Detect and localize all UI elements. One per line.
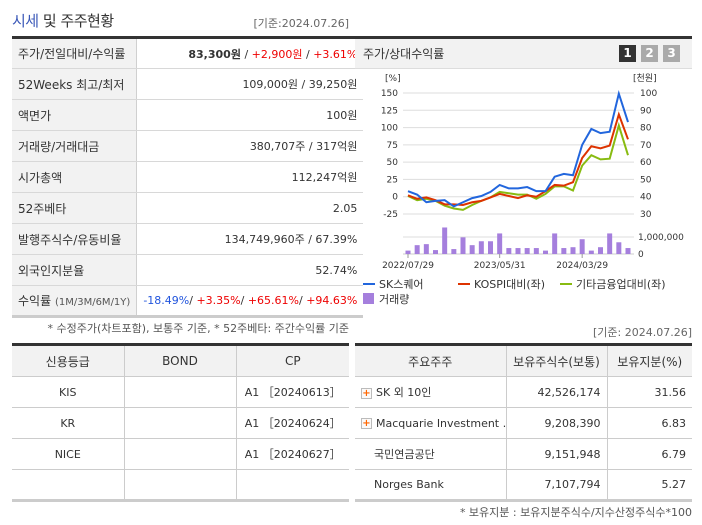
volume-bar <box>497 233 503 254</box>
left-axis-label: [%] <box>385 74 401 84</box>
right-tick-label: 30 <box>640 210 652 220</box>
legend-swatch <box>363 293 374 304</box>
table-row: 수익률 (1M/3M/6M/1Y) -18.49%/ +3.35%/ +65.61… <box>12 285 364 318</box>
left-tick-label: -25 <box>383 210 398 220</box>
volume-bar <box>423 244 429 254</box>
volume-bar <box>469 245 475 254</box>
legend-label: 거래량 <box>379 293 409 306</box>
volume-bar <box>607 233 613 254</box>
left-tick-label: 25 <box>387 175 398 185</box>
quote-table: 주가/전일대비/수익률 83,300원 / +2,900원 / +3.61% 52… <box>12 36 364 318</box>
volume-bar <box>515 248 521 254</box>
table-row: + SK 외 10인 42,526,174 31.56 <box>355 376 692 408</box>
table-row: 발행주식수/유동비율 134,749,960주 / 67.39% <box>12 223 364 255</box>
volume-bar <box>543 250 548 254</box>
x-tick-label: 2024/03/29 <box>556 261 608 271</box>
volume-bar <box>616 242 622 254</box>
expand-icon[interactable]: + <box>361 387 372 399</box>
series-line-KOSPI대비(좌) <box>407 111 629 207</box>
table-row: KIS A1 ［20240613］ <box>12 376 349 408</box>
series-line-기타금융업대비(좌) <box>407 121 629 211</box>
volume-bar <box>488 241 493 254</box>
left-tick-label: 100 <box>381 124 398 134</box>
table-row: KR A1 ［20240624］ <box>12 407 349 439</box>
table-row: 거래량/거래대금 380,707주 / 317억원 <box>12 130 364 162</box>
volume-bar <box>460 237 466 254</box>
legend-label: 기타금융업대비(좌) <box>576 278 666 291</box>
legend-label: SK스퀘어 <box>379 278 424 291</box>
quote-note: * 수정주가(차트포함), 보통주 기준, * 52주베타: 주간수익률 기준 <box>47 322 349 335</box>
right-tick-label: 90 <box>640 106 652 116</box>
volume-bar <box>442 227 448 254</box>
volume-tick-label: 0 <box>638 250 644 260</box>
right-tick-label: 100 <box>640 89 657 99</box>
right-tick-label: 60 <box>640 158 652 168</box>
right-tick-label: 50 <box>640 175 652 185</box>
volume-bar <box>533 248 539 254</box>
volume-bar <box>405 250 411 254</box>
volume-bar <box>588 250 594 254</box>
left-tick-label: 75 <box>387 141 398 151</box>
volume-bar <box>625 248 631 254</box>
legend-label: KOSPI대비(좌) <box>474 278 545 291</box>
volume-bar <box>433 250 438 254</box>
series-line-SK스퀘어 <box>407 90 629 208</box>
left-tick-label: 125 <box>381 106 398 116</box>
table-row: 시가총액 112,247억원 <box>12 161 364 193</box>
volume-tick-label: 1,000,000 <box>638 233 684 243</box>
table-row: 국민연금공단 9,151,948 6.79 <box>355 438 692 470</box>
expand-icon[interactable]: + <box>361 418 372 429</box>
table-row: 액면가 100원 <box>12 99 364 131</box>
table-row: 외국인지분율 52.74% <box>12 254 364 286</box>
right-tick-label: 40 <box>640 193 652 203</box>
volume-bar <box>506 248 512 254</box>
price: 83,300원 <box>188 47 241 61</box>
chart-title: 주가/상대수익률 <box>363 47 445 61</box>
volume-bar <box>598 247 603 254</box>
credit-rating-table: 신용등급 BOND CP KIS A1 ［20240613］ KR A1 ［202406… <box>12 343 349 502</box>
table-row <box>12 469 349 502</box>
x-tick-label: 2023/05/31 <box>474 261 526 271</box>
right-axis-label: [천원] <box>633 73 657 84</box>
as-of-date: [기준:2024.07.26] <box>253 17 349 30</box>
left-tick-label: 150 <box>381 89 398 99</box>
table-row: + Macquarie Investment … 9,208,390 6.83 <box>355 407 692 439</box>
volume-bar <box>478 241 484 254</box>
table-row: 주가/전일대비/수익률 83,300원 / +2,900원 / +3.61% <box>12 37 364 69</box>
right-tick-label: 70 <box>640 141 652 151</box>
x-tick-label: 2022/07/29 <box>382 261 434 271</box>
table-row: 52Weeks 최고/최저 109,000원 / 39,250원 <box>12 68 364 100</box>
volume-bar <box>552 233 558 254</box>
holders-as-of: [기준: 2024.07.26] <box>592 326 692 339</box>
volume-bar <box>451 249 457 254</box>
volume-bar <box>414 245 420 254</box>
section-title: 시세 및 주주현황 <box>12 12 114 30</box>
table-row: Norges Bank 7,107,794 5.27 <box>355 469 692 502</box>
shareholders-table: 주요주주 보유주식수(보통) 보유지분(%) + SK 외 10인 42,526,174… <box>355 343 692 502</box>
table-row: NICE A1 ［20240627］ <box>12 438 349 470</box>
volume-bar <box>579 239 585 254</box>
page-2-button[interactable]: 2 <box>641 45 658 62</box>
volume-bar <box>561 248 567 254</box>
price-chart: [%] [천원] 150 100 125 90 100 80 75 70 50 60 25 50 0 40 -2… <box>363 73 684 306</box>
page-1-button[interactable]: 1 <box>619 45 636 62</box>
right-tick-label: 80 <box>640 124 652 134</box>
left-tick-label: 50 <box>387 158 399 168</box>
left-tick-label: 0 <box>392 193 398 203</box>
volume-bar <box>570 247 576 254</box>
table-row: 52주베타 2.05 <box>12 192 364 224</box>
volume-bar <box>524 248 530 254</box>
page-3-button[interactable]: 3 <box>663 45 680 62</box>
holders-note: * 보유지분 : 보유지분주식수/지수산정주식수*100 <box>459 506 692 519</box>
